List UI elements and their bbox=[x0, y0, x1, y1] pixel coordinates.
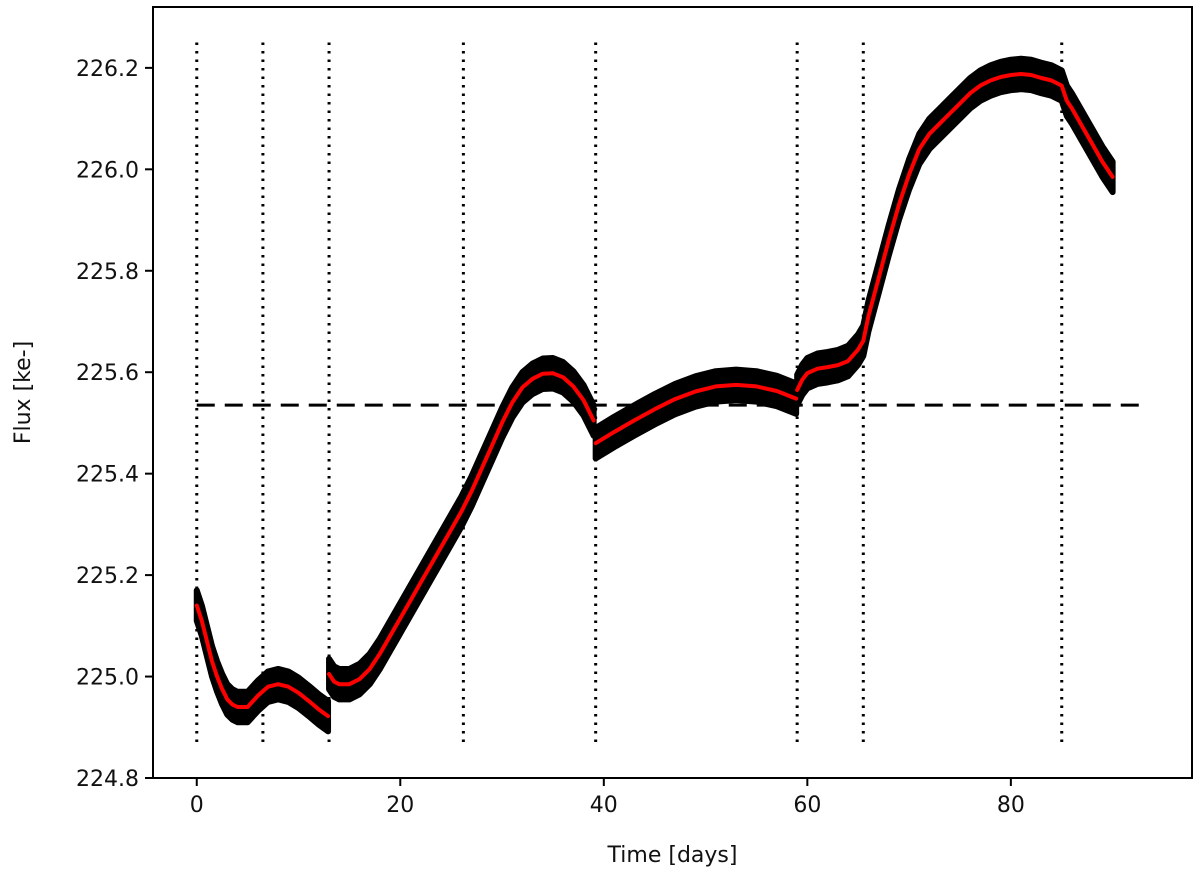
model-line-segment-0 bbox=[194, 603, 330, 719]
y-tick-label-0: 224.8 bbox=[76, 767, 139, 792]
y-tick-label-7: 226.2 bbox=[76, 57, 139, 82]
y-axis-label: Flux [ke-] bbox=[11, 341, 36, 444]
x-tick-label-0: 0 bbox=[190, 793, 204, 818]
x-axis-ticks: 0 20 40 60 80 bbox=[190, 778, 1025, 818]
model-line-segment-2 bbox=[593, 382, 799, 446]
x-tick-label-3: 60 bbox=[793, 793, 821, 818]
y-tick-label-3: 225.4 bbox=[76, 463, 139, 488]
y-tick-label-5: 225.8 bbox=[76, 260, 139, 285]
x-tick-label-4: 80 bbox=[997, 793, 1025, 818]
y-tick-label-1: 225.0 bbox=[76, 666, 139, 691]
model-fit bbox=[194, 72, 1115, 719]
y-axis-ticks: 224.8 225.0 225.2 225.4 225.6 225.8 226.0 226.2 bbox=[76, 57, 153, 792]
model-line-segment-1 bbox=[327, 371, 596, 687]
data-band-segment-2 bbox=[592, 366, 800, 462]
y-tick-label-6: 226.0 bbox=[76, 158, 139, 183]
y-tick-label-2: 225.2 bbox=[76, 564, 139, 589]
y-tick-label-4: 225.6 bbox=[76, 361, 139, 386]
model-line-segment-3 bbox=[795, 72, 1115, 392]
data-band-segment-1 bbox=[326, 355, 597, 703]
x-tick-label-2: 40 bbox=[590, 793, 618, 818]
plot-frame bbox=[152, 6, 1193, 779]
data-band-segment-0 bbox=[193, 587, 332, 735]
flux-data-band bbox=[193, 55, 1116, 735]
data-band-segment-3 bbox=[794, 55, 1116, 409]
x-axis-label: Time [days] bbox=[607, 843, 738, 868]
x-tick-label-1: 20 bbox=[386, 793, 414, 818]
